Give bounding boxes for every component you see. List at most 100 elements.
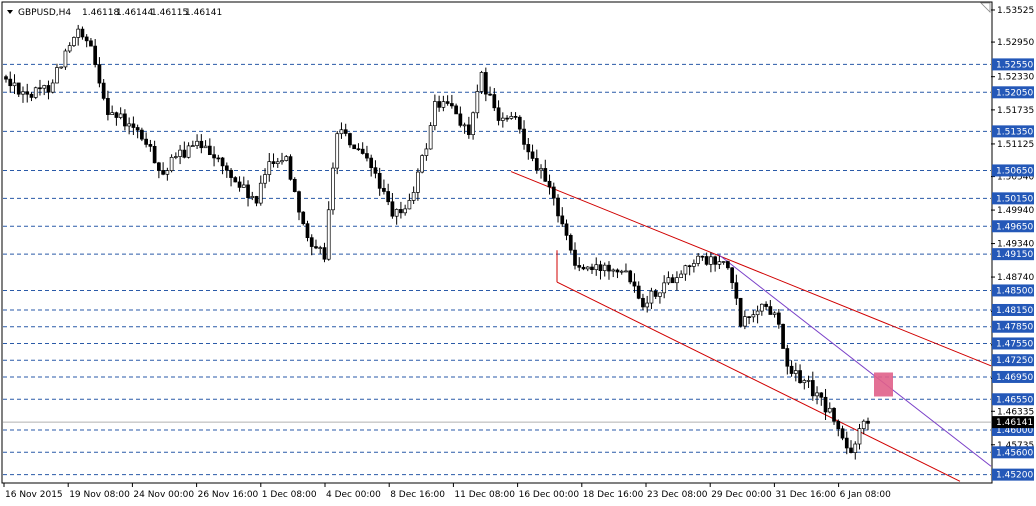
candle-body [823, 396, 828, 413]
candle-body [441, 101, 446, 108]
candle-body [373, 167, 378, 174]
candle-body [543, 168, 548, 182]
candle-body [216, 157, 221, 160]
candle-body [556, 197, 560, 217]
candle-body [810, 380, 815, 397]
time-tick-label: 8 Dec 16:00 [390, 490, 445, 500]
time-tick-label: 24 Nov 00:00 [133, 490, 194, 500]
candle-body [356, 148, 361, 151]
candle-body [696, 255, 700, 264]
candle-body [301, 211, 306, 225]
candle-body [250, 196, 255, 199]
open-value: 1.46118 [82, 8, 119, 18]
price-axis: 1.53525 1.52950 1.52330 1.51735 1.51125 1.505… [991, 6, 1034, 481]
candle-body [377, 173, 382, 189]
candle-body [76, 28, 81, 38]
level-label-bg [992, 370, 1034, 383]
candle-body [157, 162, 161, 171]
candle-body [530, 151, 535, 159]
candle-body [63, 50, 68, 68]
candle-body [275, 161, 280, 164]
candle-body [360, 148, 365, 154]
candle-body [466, 124, 471, 136]
channel-upper-line[interactable] [510, 171, 992, 367]
candle-body [615, 269, 620, 273]
candle-body [97, 64, 102, 84]
candle-body [475, 91, 480, 114]
candle-body [50, 82, 55, 93]
level-label-bg [992, 393, 1034, 406]
candle-body [339, 129, 344, 135]
candle-body [577, 265, 582, 268]
target-zone-rectangle[interactable] [874, 372, 893, 397]
candle-body [849, 447, 853, 453]
candle-body [840, 428, 845, 439]
price-tick-label: 1.51735 [997, 106, 1034, 116]
candle-body [730, 267, 734, 284]
candle-body [832, 407, 836, 422]
collapse-arrow-icon[interactable] [7, 10, 13, 14]
candle-body [331, 167, 335, 211]
candle-body [479, 72, 484, 92]
candle-body [726, 261, 730, 269]
candle-body [326, 209, 331, 260]
candle-body [203, 145, 208, 149]
time-tick-label: 31 Dec 16:00 [775, 490, 836, 500]
chart-corner-marker [980, 2, 991, 13]
candle-body [140, 129, 144, 140]
candle-body [348, 133, 352, 146]
level-price-label: 1.47250 [996, 356, 1033, 366]
candle-body [38, 87, 42, 90]
candle-body [793, 370, 798, 374]
candle-body [309, 237, 314, 247]
candle-body [445, 101, 450, 104]
candle-body [598, 264, 603, 272]
candle-body [25, 91, 30, 95]
trendline[interactable] [717, 253, 992, 467]
level-label-bg [992, 303, 1034, 316]
candle-body [284, 156, 289, 161]
candle-body [4, 76, 8, 80]
candle-body [416, 171, 420, 193]
time-tick-label: 23 Dec 08:00 [647, 490, 708, 500]
candle-body [649, 290, 654, 304]
candle-body [492, 94, 497, 109]
candle-body [488, 93, 492, 96]
candle-body [539, 168, 543, 171]
candle-body [564, 223, 569, 236]
channel-lower-line[interactable] [556, 281, 961, 482]
candle-body [602, 264, 607, 272]
candle-body [806, 380, 811, 382]
candle-body [662, 282, 667, 294]
candle-body [759, 303, 764, 312]
candle-body [352, 144, 357, 150]
candle-body [343, 129, 348, 134]
time-tick-label: 16 Dec 00:00 [519, 490, 580, 500]
candle-body [611, 269, 616, 272]
candle-body [186, 145, 191, 158]
chart-header: GBPUSD,H4 1.46118 1.46144 1.46115 1.4614… [7, 8, 222, 18]
price-tick-label: 1.45735 [997, 441, 1034, 451]
candle-body [641, 297, 645, 308]
candle-body [526, 144, 531, 153]
candle-body [42, 85, 47, 89]
candle-body [505, 117, 509, 120]
candle-body [687, 265, 692, 268]
candle-body [836, 420, 841, 430]
candle-body [152, 146, 157, 164]
chart-drawings [510, 171, 992, 482]
price-tick-label: 1.51125 [997, 140, 1034, 150]
candle-body [182, 149, 187, 158]
level-label-bg [992, 220, 1034, 233]
candle-body [123, 113, 127, 127]
candle-body [161, 170, 165, 175]
candle-body [658, 292, 662, 297]
candle-body [768, 306, 773, 315]
candle-body [407, 200, 412, 210]
candle-body [594, 264, 599, 271]
candle-body [709, 256, 713, 265]
candle-body [365, 153, 369, 159]
candle-body [781, 323, 785, 349]
candle-body [679, 273, 684, 278]
